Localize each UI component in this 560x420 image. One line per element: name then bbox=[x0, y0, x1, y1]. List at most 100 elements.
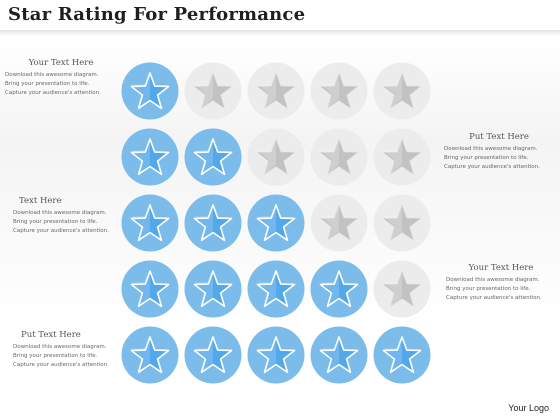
page-title: Star Rating For Performance bbox=[8, 4, 306, 25]
star-highlight bbox=[320, 73, 339, 109]
star-icon-empty bbox=[373, 128, 431, 186]
star-highlight bbox=[131, 139, 150, 175]
star-svg bbox=[247, 260, 305, 318]
star-icon-filled bbox=[184, 326, 242, 384]
star-icon-empty bbox=[373, 194, 431, 252]
star-shape bbox=[130, 336, 170, 374]
star-svg bbox=[373, 326, 431, 384]
text-line: Download this awesome diagram. bbox=[5, 72, 99, 78]
star-shape bbox=[193, 270, 233, 308]
star-svg bbox=[184, 260, 242, 318]
star-shape bbox=[130, 204, 170, 242]
star-highlight bbox=[131, 205, 150, 241]
star-shape bbox=[257, 72, 295, 109]
star-highlight bbox=[257, 73, 276, 109]
text-line: Capture your audience's attention. bbox=[13, 228, 109, 234]
star-highlight bbox=[383, 337, 402, 373]
text-line: Capture your audience's attention. bbox=[5, 90, 101, 96]
star-shape bbox=[382, 336, 422, 374]
star-icon-filled bbox=[184, 194, 242, 252]
star-highlight bbox=[257, 205, 276, 241]
star-highlight bbox=[194, 271, 213, 307]
star-highlight bbox=[257, 271, 276, 307]
text-heading: Your Text Here bbox=[468, 263, 534, 273]
text-block-2: Put Text Here Download this awesome diag… bbox=[444, 132, 554, 172]
star-shape bbox=[256, 336, 296, 374]
star-shape bbox=[257, 138, 295, 175]
star-icon-filled bbox=[121, 326, 179, 384]
star-shape bbox=[319, 270, 359, 308]
star-svg bbox=[121, 326, 179, 384]
text-line: Bring your presentation to life. bbox=[13, 353, 98, 359]
star-icon-filled bbox=[247, 194, 305, 252]
star-icon-filled bbox=[247, 260, 305, 318]
star-shape bbox=[130, 270, 170, 308]
star-icon-filled bbox=[373, 326, 431, 384]
star-icon-empty bbox=[310, 62, 368, 120]
star-svg bbox=[310, 326, 368, 384]
star-highlight bbox=[194, 73, 213, 109]
star-svg bbox=[373, 194, 431, 252]
text-line: Bring your presentation to life. bbox=[5, 81, 90, 87]
text-line: Download this awesome diagram. bbox=[13, 344, 107, 350]
star-shape bbox=[383, 72, 421, 109]
star-shape bbox=[383, 138, 421, 175]
text-line: Bring your presentation to life. bbox=[13, 219, 98, 225]
star-highlight bbox=[383, 271, 402, 307]
star-shape bbox=[194, 72, 232, 109]
star-highlight bbox=[383, 139, 402, 175]
star-highlight bbox=[257, 337, 276, 373]
text-block-4: Your Text Here Download this awesome dia… bbox=[446, 263, 556, 303]
star-svg bbox=[310, 128, 368, 186]
star-shape bbox=[383, 270, 421, 307]
star-icon-empty bbox=[373, 260, 431, 318]
star-svg bbox=[121, 260, 179, 318]
text-line: Capture your audience's attention. bbox=[444, 164, 540, 170]
text-line: Capture your audience's attention. bbox=[446, 295, 542, 301]
star-shape bbox=[256, 270, 296, 308]
star-svg bbox=[247, 62, 305, 120]
star-shape bbox=[193, 336, 233, 374]
text-line: Bring your presentation to life. bbox=[444, 155, 529, 161]
star-svg bbox=[247, 128, 305, 186]
star-shape bbox=[320, 72, 358, 109]
logo-text: Your Logo bbox=[508, 403, 549, 413]
star-icon-filled bbox=[184, 260, 242, 318]
text-block-5: Put Text Here Download this awesome diag… bbox=[13, 330, 125, 370]
star-svg bbox=[310, 194, 368, 252]
star-icon-empty bbox=[184, 62, 242, 120]
star-svg bbox=[121, 128, 179, 186]
star-icon-filled bbox=[310, 260, 368, 318]
star-icon-empty bbox=[247, 128, 305, 186]
text-heading: Your Text Here bbox=[28, 58, 94, 68]
star-icon-empty bbox=[310, 128, 368, 186]
text-line: Download this awesome diagram. bbox=[446, 277, 540, 283]
star-highlight bbox=[320, 271, 339, 307]
star-svg bbox=[184, 62, 242, 120]
star-highlight bbox=[131, 271, 150, 307]
star-icon-filled bbox=[121, 62, 179, 120]
star-svg bbox=[184, 326, 242, 384]
star-icon-filled bbox=[121, 260, 179, 318]
star-icon-empty bbox=[310, 194, 368, 252]
star-shape bbox=[319, 336, 359, 374]
star-svg bbox=[184, 194, 242, 252]
star-svg bbox=[247, 194, 305, 252]
star-shape bbox=[130, 138, 170, 176]
star-highlight bbox=[194, 337, 213, 373]
text-line: Capture your audience's attention. bbox=[13, 362, 109, 368]
text-heading: Put Text Here bbox=[21, 330, 81, 340]
star-highlight bbox=[320, 139, 339, 175]
star-svg bbox=[373, 128, 431, 186]
star-svg bbox=[121, 62, 179, 120]
star-highlight bbox=[320, 337, 339, 373]
star-svg bbox=[184, 128, 242, 186]
star-shape bbox=[130, 72, 170, 110]
star-svg bbox=[373, 260, 431, 318]
star-svg bbox=[310, 260, 368, 318]
star-highlight bbox=[383, 205, 402, 241]
star-icon-empty bbox=[247, 62, 305, 120]
star-highlight bbox=[131, 337, 150, 373]
star-svg bbox=[310, 62, 368, 120]
